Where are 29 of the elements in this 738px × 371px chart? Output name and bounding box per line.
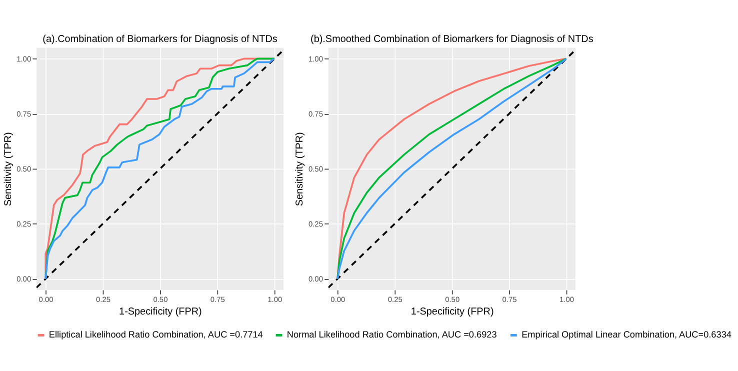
x-axis-title: 1-Specificity (FPR) — [410, 306, 494, 318]
x-tick-label: 0.00 — [330, 294, 346, 304]
legend-label: Elliptical Likelihood Ratio Combination, AUC =0.7714 — [48, 330, 263, 340]
y-axis-title: Sensitivity (TPR) — [2, 132, 14, 206]
chart-title: (b).Smoothed Combination of Biomarkers for Diagnosis of NTDs — [310, 34, 594, 45]
y-tick-label: 0.00 — [16, 274, 32, 284]
x-axis-title: 1-Specificity (FPR) — [119, 306, 202, 318]
y-tick-label: 0.50 — [16, 164, 32, 174]
x-tick-label: 0.00 — [38, 294, 54, 304]
x-tick-label: 1.00 — [268, 294, 282, 304]
legend-label: Normal Likelihood Ratio Combination, AUC =0.6923 — [286, 330, 497, 340]
y-tick-label: 0.25 — [16, 220, 32, 229]
y-tick-label: 1.00 — [16, 54, 32, 64]
chart-title: (a).Combination of Biomarkers for Diagnosis of NTDs — [42, 34, 278, 45]
x-tick-label: 0.75 — [210, 294, 225, 304]
y-tick-label: 1.00 — [308, 54, 323, 64]
y-tick-label: 0.50 — [308, 164, 323, 174]
x-tick-label: 0.25 — [96, 294, 111, 304]
x-tick-label: 0.50 — [445, 294, 460, 304]
x-tick-label: 0.75 — [502, 294, 517, 304]
x-tick-label: 0.50 — [153, 294, 168, 304]
x-tick-label: 1.00 — [559, 294, 574, 304]
y-tick-label: 0.25 — [308, 220, 323, 229]
y-tick-label: 0.75 — [308, 110, 323, 119]
y-tick-label: 0.00 — [308, 274, 323, 284]
y-tick-label: 0.75 — [16, 110, 32, 119]
legend-label: Empirical Optimal Linear Combination, AUC=0.6334 — [522, 330, 732, 340]
x-tick-label: 0.25 — [388, 294, 402, 304]
y-axis-title: Sensitivity (TPR) — [294, 132, 306, 206]
